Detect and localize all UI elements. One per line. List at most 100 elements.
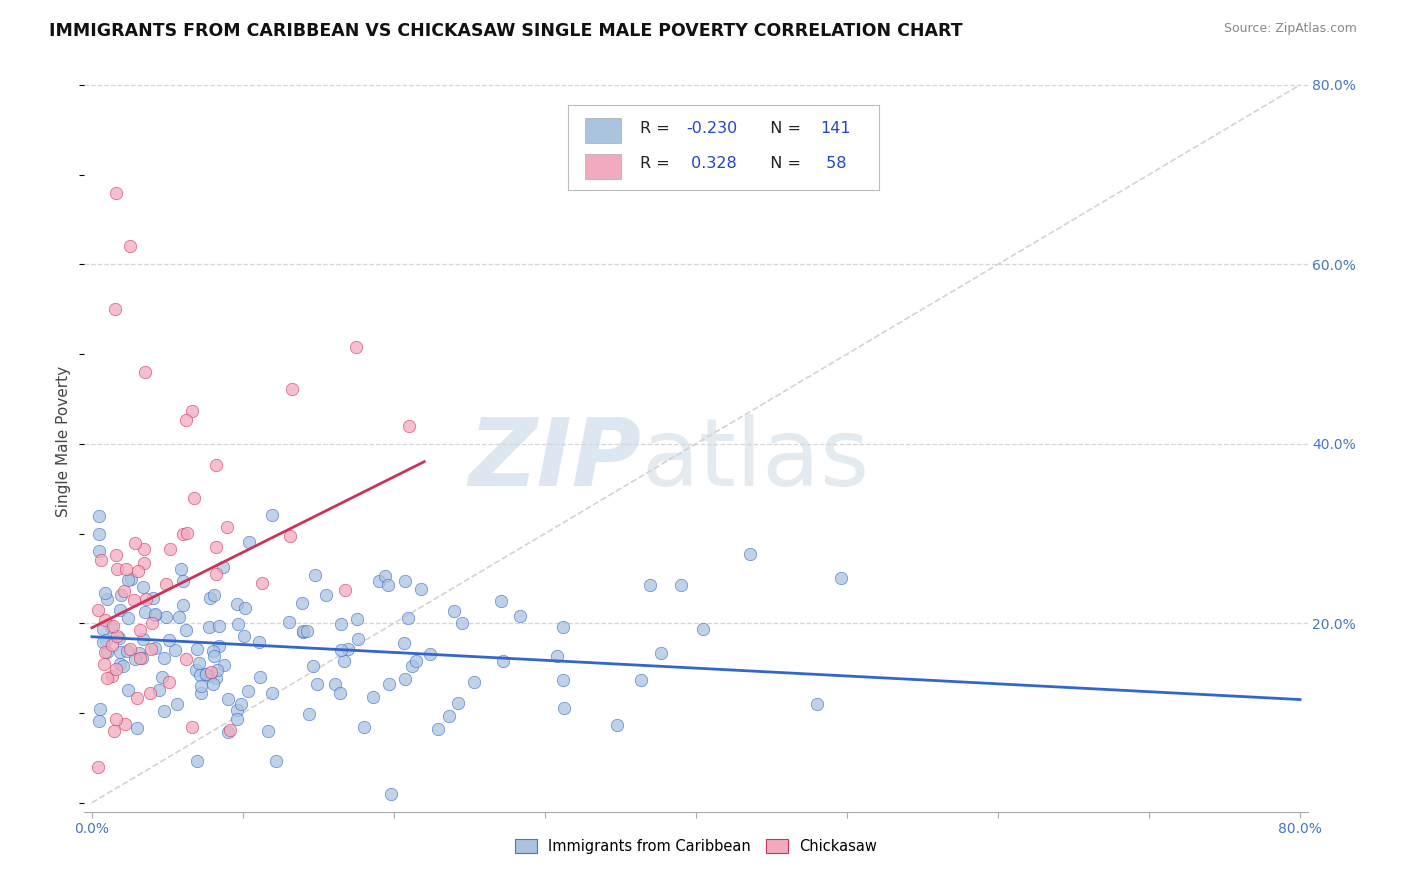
Text: atlas: atlas bbox=[641, 414, 869, 506]
Text: R =: R = bbox=[640, 121, 675, 136]
Point bbox=[405, 654, 427, 668]
Point bbox=[180, 720, 202, 734]
Point bbox=[190, 685, 212, 699]
Point bbox=[344, 340, 367, 354]
Point bbox=[155, 577, 177, 591]
Point bbox=[125, 690, 148, 705]
Point bbox=[291, 625, 314, 640]
Point bbox=[257, 723, 280, 738]
Point bbox=[194, 666, 217, 681]
Point bbox=[186, 754, 208, 768]
Point bbox=[198, 669, 221, 683]
Point bbox=[87, 760, 110, 774]
Point bbox=[91, 635, 114, 649]
Point bbox=[101, 669, 124, 683]
Point bbox=[546, 648, 568, 663]
Point bbox=[89, 702, 111, 716]
Point bbox=[122, 593, 145, 607]
Point bbox=[214, 658, 236, 673]
Text: 141: 141 bbox=[821, 121, 852, 136]
Point bbox=[226, 703, 249, 717]
Point bbox=[145, 640, 167, 655]
Point bbox=[262, 508, 284, 522]
Point bbox=[100, 619, 122, 633]
Point bbox=[172, 598, 194, 612]
Point bbox=[195, 666, 218, 681]
Point bbox=[114, 562, 136, 576]
Text: 58: 58 bbox=[821, 156, 846, 171]
Point bbox=[553, 701, 575, 715]
Point bbox=[260, 686, 283, 700]
Point bbox=[492, 654, 515, 668]
Point bbox=[333, 583, 356, 598]
Point bbox=[183, 491, 205, 505]
Point bbox=[202, 677, 225, 691]
Point bbox=[132, 632, 155, 647]
Point bbox=[329, 685, 352, 699]
Point bbox=[91, 622, 114, 636]
Point bbox=[112, 584, 135, 599]
Text: R =: R = bbox=[640, 156, 675, 171]
Text: -0.230: -0.230 bbox=[686, 121, 737, 136]
Point bbox=[394, 574, 416, 588]
Point bbox=[217, 692, 239, 706]
Point bbox=[101, 638, 124, 652]
Point bbox=[208, 640, 231, 654]
Point bbox=[124, 652, 146, 666]
Point bbox=[830, 571, 852, 585]
Point bbox=[125, 721, 148, 735]
Point bbox=[301, 659, 323, 673]
Point bbox=[93, 657, 115, 671]
Point bbox=[105, 629, 128, 643]
Point bbox=[202, 648, 225, 663]
Point bbox=[93, 613, 115, 627]
Point bbox=[606, 718, 628, 732]
Point bbox=[139, 641, 162, 656]
Point bbox=[463, 675, 485, 690]
Point bbox=[94, 645, 117, 659]
Text: N =: N = bbox=[759, 156, 806, 171]
Point bbox=[264, 754, 287, 768]
Point bbox=[129, 623, 152, 637]
Point bbox=[249, 670, 271, 684]
Point bbox=[176, 525, 198, 540]
Point bbox=[105, 712, 128, 726]
Point bbox=[167, 610, 190, 624]
Point bbox=[103, 302, 125, 317]
Point bbox=[638, 578, 661, 592]
Point bbox=[630, 673, 652, 687]
Point bbox=[307, 677, 329, 691]
Point bbox=[87, 603, 110, 617]
Point bbox=[190, 679, 212, 693]
Point bbox=[374, 569, 396, 583]
Point bbox=[157, 675, 180, 690]
Point bbox=[132, 557, 155, 571]
Point bbox=[143, 607, 166, 622]
Point bbox=[103, 723, 125, 738]
Point bbox=[226, 617, 249, 632]
FancyBboxPatch shape bbox=[585, 118, 621, 144]
Point bbox=[353, 720, 375, 734]
Point bbox=[202, 588, 225, 602]
Point bbox=[90, 553, 112, 567]
Point bbox=[208, 619, 231, 633]
Point bbox=[174, 652, 197, 666]
Point bbox=[451, 616, 474, 631]
Point bbox=[205, 540, 228, 554]
Point bbox=[134, 605, 156, 619]
Point bbox=[188, 667, 211, 681]
Point bbox=[201, 644, 224, 658]
Point bbox=[139, 686, 162, 700]
Point bbox=[89, 508, 111, 523]
Point bbox=[315, 588, 337, 602]
Y-axis label: Single Male Poverty: Single Male Poverty bbox=[56, 366, 72, 517]
Point bbox=[291, 596, 314, 610]
Point bbox=[163, 642, 186, 657]
Point bbox=[110, 589, 132, 603]
Point bbox=[217, 725, 239, 739]
Point bbox=[127, 564, 149, 578]
Point bbox=[134, 365, 156, 379]
Point bbox=[806, 697, 828, 711]
Point bbox=[401, 659, 423, 673]
Point bbox=[419, 648, 441, 662]
